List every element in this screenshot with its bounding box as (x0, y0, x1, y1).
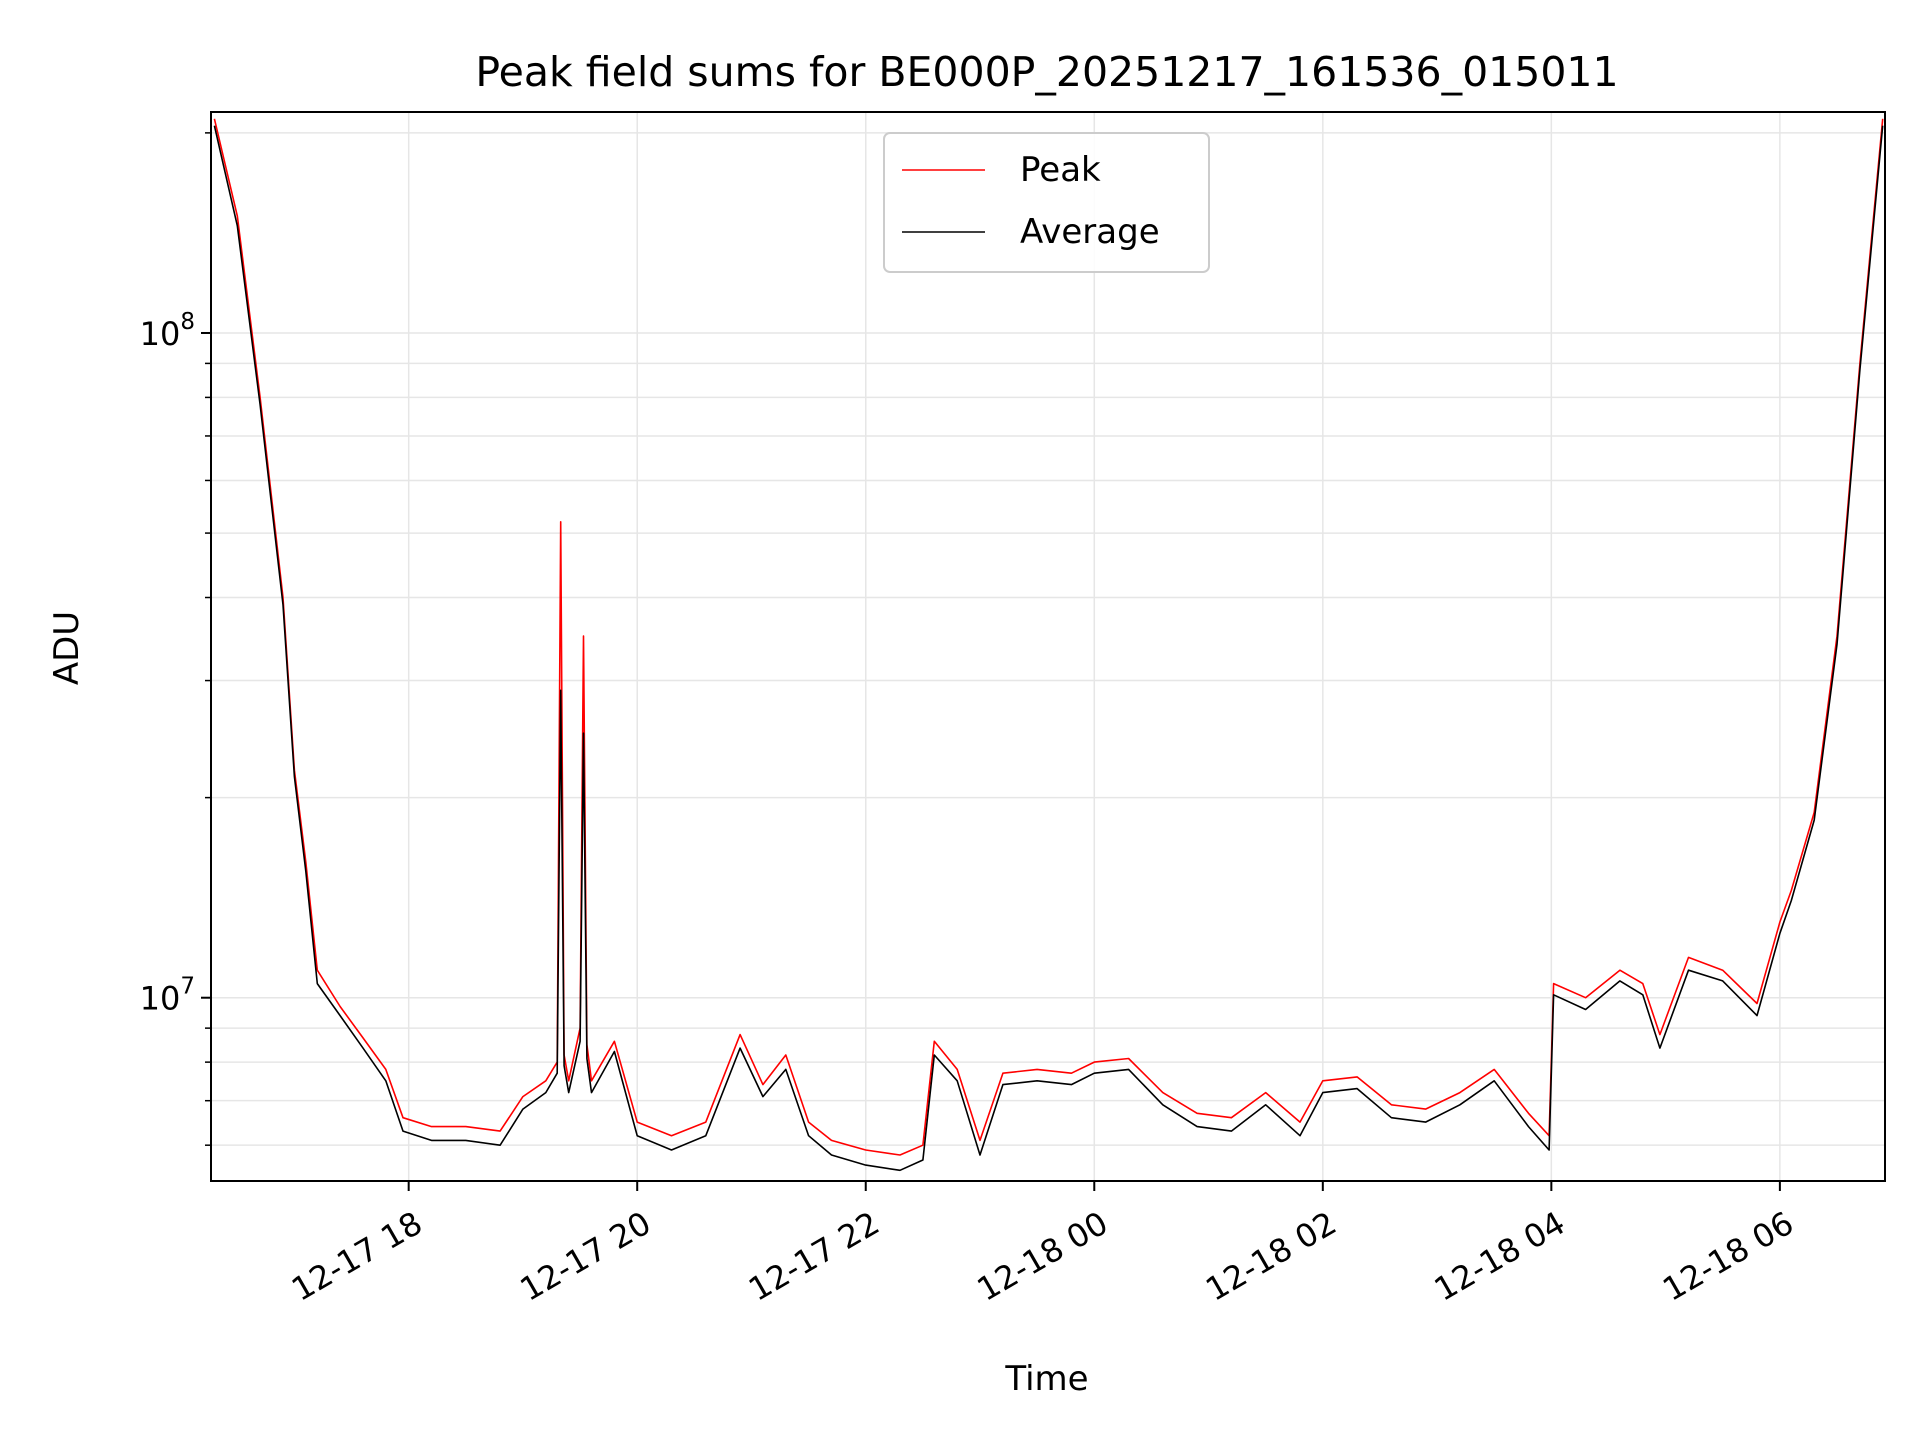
legend: Peak Average (883, 132, 1210, 273)
y-axis-ticks: 107 108 (140, 132, 211, 1146)
plot-background (211, 112, 1885, 1181)
y-axis-label: ADU (47, 611, 87, 685)
legend-peak-label: Peak (1020, 150, 1101, 190)
series-line-average (213, 125, 1884, 1172)
chart-title: Peak field sums for BE000P_20251217_1615… (475, 48, 1618, 96)
y-tick-label: 108 (140, 309, 195, 353)
series-line-peak (213, 118, 1884, 1156)
y-tick-label: 107 (140, 974, 195, 1018)
x-axis-label: Time (1004, 1359, 1088, 1399)
grid (211, 112, 1885, 1181)
legend-box (883, 132, 1210, 273)
series-layer (213, 118, 1884, 1172)
plot-frame (210, 111, 1886, 1182)
legend-average-label: Average (1020, 212, 1160, 252)
plot-area (210, 111, 1886, 1182)
